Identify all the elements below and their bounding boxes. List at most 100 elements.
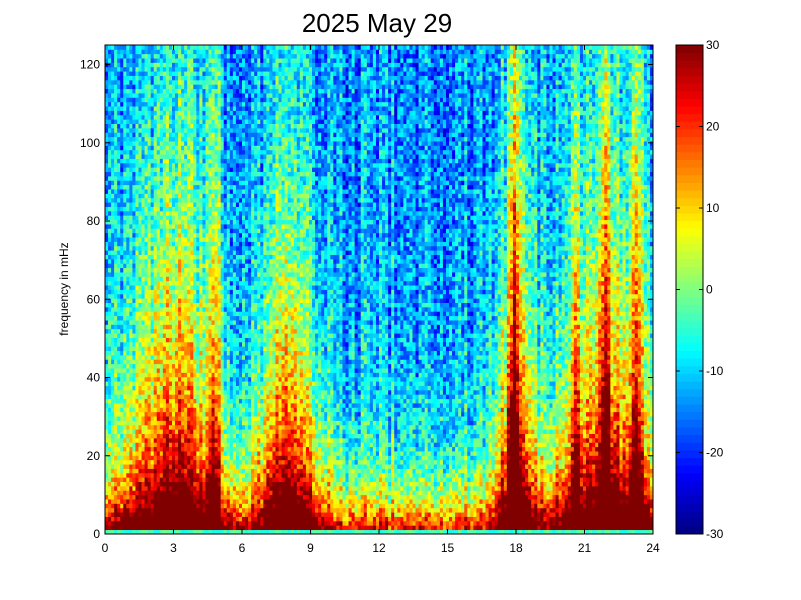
heatmap-cell <box>199 298 203 303</box>
heatmap-cell <box>108 272 112 277</box>
heatmap-cell <box>232 385 237 391</box>
heatmap-cell <box>138 75 142 81</box>
heatmap-cell <box>168 258 173 264</box>
heatmap-cell <box>187 106 191 111</box>
heatmap-cell <box>196 311 200 317</box>
heatmap-cell <box>235 158 240 164</box>
heatmap-cell <box>232 276 237 282</box>
heatmap-cell <box>235 141 240 146</box>
heatmap-cell <box>193 416 197 421</box>
heatmap-cell <box>178 250 182 255</box>
heatmap-cell <box>114 123 118 129</box>
heatmap-cell <box>165 490 170 496</box>
heatmap-cell <box>108 237 112 242</box>
heatmap-cell <box>111 84 115 90</box>
heatmap-cell <box>105 341 109 347</box>
heatmap-cell <box>190 280 194 286</box>
heatmap-cell <box>138 468 142 474</box>
heatmap-cell <box>105 477 109 483</box>
heatmap-cell <box>226 127 231 133</box>
heatmap-cell <box>208 516 212 522</box>
heatmap-cell <box>235 272 240 277</box>
heatmap-cell <box>223 368 228 373</box>
heatmap-cell <box>144 529 149 535</box>
heatmap-cell <box>126 189 130 194</box>
heatmap-cell <box>141 136 145 142</box>
heatmap-cell <box>114 167 118 173</box>
heatmap-cell <box>132 215 136 221</box>
heatmap-cell <box>223 363 228 369</box>
heatmap-cell <box>178 306 182 312</box>
heatmap-cell <box>232 490 237 496</box>
heatmap-cell <box>220 429 225 434</box>
heatmap-cell <box>214 429 219 434</box>
heatmap-cell <box>214 341 219 347</box>
heatmap-cell <box>193 224 197 229</box>
heatmap-cell <box>168 171 173 177</box>
heatmap-cell <box>196 302 200 308</box>
heatmap-cell <box>162 472 167 478</box>
heatmap-cell <box>202 363 206 369</box>
heatmap-cell <box>232 232 237 238</box>
heatmap-cell <box>129 289 133 295</box>
heatmap-cell <box>132 184 136 190</box>
heatmap-cell <box>168 311 173 317</box>
heatmap-cell <box>168 232 173 238</box>
heatmap-cell <box>108 464 112 469</box>
heatmap-cell <box>181 499 185 504</box>
heatmap-cell <box>126 93 130 98</box>
heatmap-cell <box>147 215 152 221</box>
heatmap-cell <box>171 141 176 146</box>
heatmap-cell <box>187 381 191 386</box>
heatmap-cell <box>199 267 203 273</box>
heatmap-cell <box>123 197 127 203</box>
heatmap-cell <box>235 503 240 509</box>
heatmap-cell <box>211 132 215 138</box>
heatmap-cell <box>202 302 206 308</box>
heatmap-cell <box>211 79 215 85</box>
heatmap-cell <box>211 237 215 242</box>
heatmap-cell <box>141 267 145 273</box>
heatmap-cell <box>144 127 149 133</box>
heatmap-cell <box>135 499 139 504</box>
heatmap-cell <box>159 202 164 207</box>
heatmap-cell <box>135 93 139 98</box>
heatmap-cell <box>175 341 179 347</box>
heatmap-cell <box>129 333 133 338</box>
heatmap-cell <box>114 333 118 338</box>
heatmap-cell <box>226 433 231 439</box>
heatmap-cell <box>162 328 167 334</box>
heatmap-cell <box>138 127 142 133</box>
heatmap-cell <box>193 494 197 500</box>
heatmap-cell <box>117 285 121 290</box>
heatmap-cell <box>211 416 215 421</box>
heatmap-cell <box>205 206 209 212</box>
heatmap-cell <box>129 381 133 386</box>
heatmap-cell <box>208 420 212 426</box>
heatmap-cell <box>159 437 164 443</box>
heatmap-cell <box>153 433 158 439</box>
heatmap-cell <box>141 149 145 155</box>
heatmap-cell <box>147 485 152 491</box>
heatmap-cell <box>232 123 237 129</box>
heatmap-cell <box>217 407 222 413</box>
heatmap-cell <box>205 468 209 474</box>
heatmap-cell <box>175 420 179 426</box>
heatmap-cell <box>235 464 240 469</box>
heatmap-cell <box>175 276 179 282</box>
heatmap-cell <box>141 71 145 76</box>
heatmap-cell <box>214 507 219 513</box>
heatmap-cell <box>120 93 124 98</box>
heatmap-cell <box>211 254 215 260</box>
heatmap-cell <box>150 276 155 282</box>
heatmap-cell <box>156 210 161 216</box>
heatmap-cell <box>193 381 197 386</box>
heatmap-cell <box>156 145 161 151</box>
heatmap-cell <box>202 154 206 159</box>
heatmap-cell <box>232 202 237 207</box>
heatmap-cell <box>108 525 112 531</box>
heatmap-cell <box>217 437 222 443</box>
heatmap-cell <box>193 333 197 338</box>
heatmap-cell <box>208 276 212 282</box>
heatmap-cell <box>108 45 112 50</box>
